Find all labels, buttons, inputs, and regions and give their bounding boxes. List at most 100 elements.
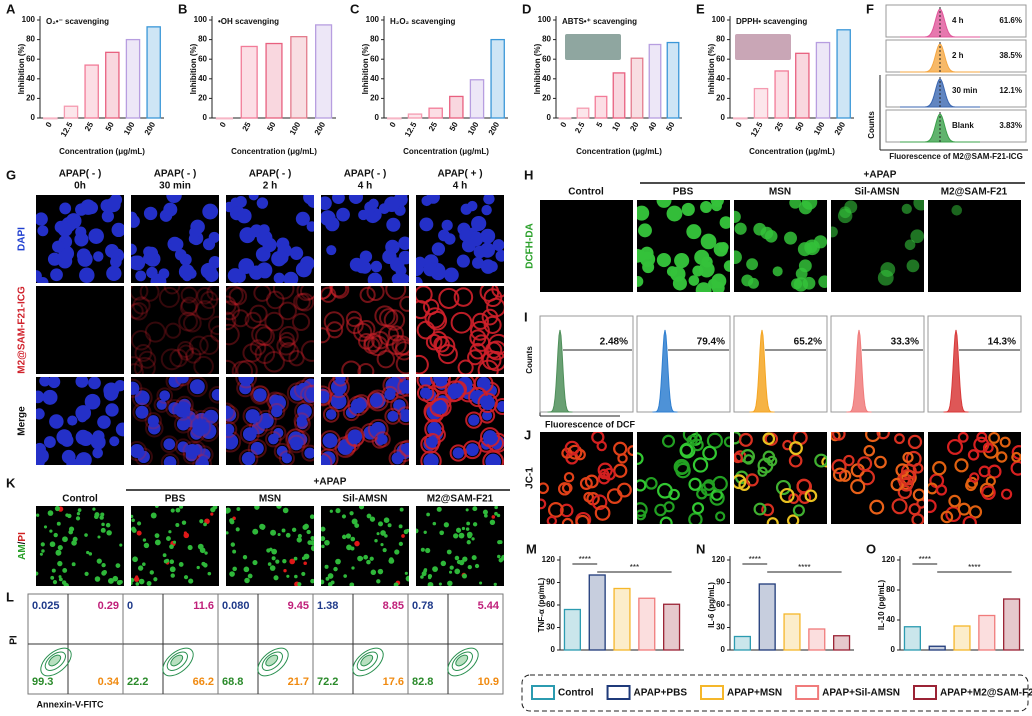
nucleus <box>481 204 492 216</box>
cell <box>231 360 254 374</box>
row-label: JC-1 <box>525 467 536 489</box>
nucleus <box>211 389 219 401</box>
x-tick-label: 0 <box>734 120 744 129</box>
bar <box>666 41 680 119</box>
cell <box>196 287 214 305</box>
cell <box>420 575 424 579</box>
significance-label: **** <box>919 555 931 564</box>
cell <box>436 506 442 512</box>
cell <box>637 205 650 221</box>
cell <box>890 477 904 492</box>
cell <box>891 498 908 515</box>
cell <box>753 502 767 516</box>
cell <box>496 513 501 518</box>
cell <box>423 569 427 573</box>
cell <box>250 385 270 405</box>
cell <box>679 443 694 457</box>
quadrant-value: 66.2 <box>193 676 214 688</box>
cell <box>56 521 61 526</box>
cell <box>344 426 366 447</box>
nucleus <box>431 242 446 256</box>
micrograph <box>131 286 219 374</box>
cell <box>133 576 140 582</box>
cell <box>188 335 209 356</box>
nucleus <box>103 382 120 399</box>
cell <box>310 540 314 546</box>
nucleus <box>177 377 189 384</box>
cell <box>910 229 924 244</box>
cell <box>663 501 675 513</box>
cell <box>131 303 144 320</box>
cell <box>143 542 150 549</box>
cell <box>210 325 219 343</box>
cell <box>210 507 216 513</box>
cell <box>397 377 409 397</box>
bar <box>783 613 801 651</box>
cell <box>199 334 219 355</box>
cell <box>706 432 723 449</box>
cell <box>179 298 198 317</box>
cell <box>309 514 314 520</box>
cell <box>229 571 235 577</box>
cells <box>831 432 924 524</box>
cell <box>291 527 297 533</box>
y-tick-label: 100 <box>712 15 726 24</box>
nucleus <box>275 251 289 265</box>
cell <box>688 477 702 491</box>
nucleus <box>135 405 149 419</box>
cell <box>999 436 1011 448</box>
cell <box>332 377 349 387</box>
cell <box>486 340 504 361</box>
cell <box>734 474 747 490</box>
histogram-frame <box>927 315 1022 413</box>
y-tick-label: 20 <box>542 94 551 103</box>
cell <box>189 416 212 439</box>
sample-value: 38.5% <box>999 51 1022 60</box>
cell <box>399 295 409 312</box>
cell <box>47 510 54 516</box>
nucleus <box>359 250 373 263</box>
panel-label: E <box>696 1 705 16</box>
cell <box>285 532 291 538</box>
cell <box>286 574 290 578</box>
y-axis-label: PI <box>9 635 20 645</box>
nucleus <box>176 417 190 431</box>
x-axis-label: Concentration (μg/mL) <box>59 147 145 156</box>
cell <box>818 275 827 288</box>
nucleus <box>49 414 64 429</box>
bar <box>978 614 996 651</box>
cell <box>745 473 759 487</box>
nucleus <box>195 457 209 465</box>
cell <box>293 293 311 311</box>
y-tick-label: 60 <box>716 600 725 609</box>
cell <box>325 576 330 581</box>
gate-value: 65.2% <box>794 337 822 348</box>
cell <box>438 287 460 309</box>
bar <box>928 645 946 651</box>
nucleus <box>57 222 73 237</box>
cell <box>798 259 812 273</box>
cell <box>321 579 325 585</box>
y-axis-label: TNF-α (pg/mL) <box>537 577 546 632</box>
nucleus <box>170 237 184 251</box>
cell <box>282 558 287 564</box>
cell <box>869 499 885 515</box>
nucleus <box>321 391 330 404</box>
cell <box>242 554 248 560</box>
bar <box>833 635 851 651</box>
significance-label: **** <box>579 555 591 564</box>
cell <box>483 315 502 334</box>
nucleus <box>241 451 256 465</box>
cell <box>416 384 435 402</box>
cell <box>300 340 314 362</box>
cell <box>863 444 876 457</box>
nucleus <box>456 254 470 268</box>
x-tick-label: 0 <box>388 120 398 129</box>
sample-name: 30 min <box>952 86 977 95</box>
nucleus <box>416 276 423 283</box>
cell <box>786 514 800 524</box>
cell <box>709 490 725 506</box>
cell <box>62 568 68 573</box>
cell <box>449 444 467 462</box>
cell <box>174 377 192 387</box>
